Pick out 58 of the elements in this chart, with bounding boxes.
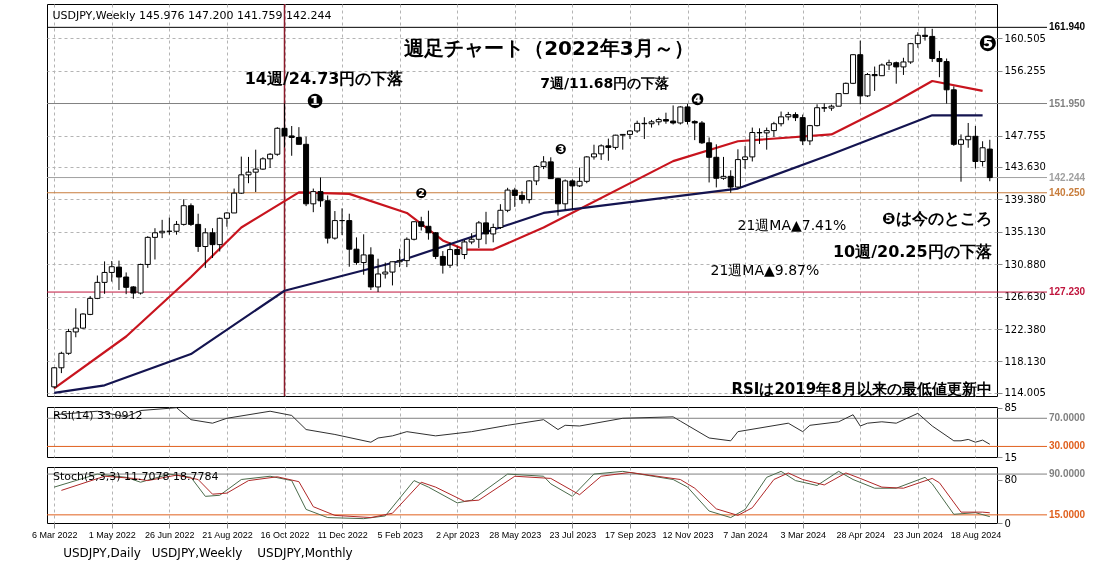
y-tick-label: 156.255: [1004, 65, 1046, 77]
x-tick-label: 26 Jun 2022: [145, 529, 195, 540]
annotation: ❸: [554, 141, 567, 157]
x-tick-label: 11 Dec 2022: [317, 529, 368, 540]
y-tick-label: 160.505: [1004, 32, 1046, 44]
x-tick-label: 23 Jul 2023: [549, 529, 597, 540]
y-tick-label: 126.630: [1004, 291, 1046, 303]
y-tick-label: 114.005: [1004, 387, 1046, 399]
line-series: [53, 407, 991, 445]
annotation: 21週MA▲7.41%: [737, 217, 847, 233]
x-tick-label: 7 Jan 2024: [723, 529, 768, 540]
x-tick-label: 16 Oct 2022: [260, 529, 310, 540]
y-tick-label: 80: [1004, 474, 1018, 485]
y-tick-label: 122.380: [1004, 323, 1046, 335]
x-tick-label: 21 Aug 2022: [202, 529, 253, 540]
annotation: ❺: [978, 31, 998, 56]
annotation: USDJPY,Weekly 145.976 147.200 141.759 142.244: [52, 9, 332, 22]
text: USDJPY,Weekly: [151, 546, 243, 560]
y-tick-label: 0: [1004, 517, 1011, 529]
ref-line-label: 30.0000: [1049, 440, 1086, 452]
annotation: RSI(14) 33.0912: [53, 409, 143, 422]
x-tick-label: 28 May 2023: [489, 529, 542, 540]
annotation: ❺は今のところ: [882, 209, 992, 228]
text: USDJPY,Daily: [63, 546, 141, 560]
y-tick-label: 143.630: [1004, 161, 1046, 173]
x-tick-label: 28 Apr 2024: [836, 529, 886, 540]
x-tick-label: 18 Aug 2024: [950, 529, 1002, 540]
text: 週足チャート（2022年3月～）: [403, 36, 694, 60]
y-tick-label: 139.380: [1004, 193, 1046, 205]
ref-line-label: 70.0000: [1049, 412, 1086, 424]
annotation: 7週/11.68円の下落: [540, 75, 671, 91]
annotation: 10週/20.25円の下落: [832, 242, 992, 261]
x-tick-label: 12 Nov 2023: [662, 529, 714, 540]
x-tick-label: 1 May 2022: [88, 529, 136, 540]
ref-line-label: 127.230: [1049, 286, 1086, 298]
x-tick-label: 2 Apr 2023: [435, 529, 480, 540]
x-tick-label: 23 Jun 2024: [893, 529, 944, 540]
ref-line-label: 151.950: [1049, 97, 1086, 109]
ref-line-label: 90.0000: [1049, 468, 1086, 480]
x-tick-label: 17 Sep 2023: [604, 529, 656, 540]
annotation: ❹: [690, 90, 705, 109]
y-tick-label: 15: [1004, 451, 1018, 463]
ref-line-label: 15.0000: [1049, 508, 1086, 520]
y-tick-label: 118.130: [1004, 355, 1046, 367]
y-tick-label: 85: [1004, 402, 1018, 414]
annotation: 21週MA▲9.87%: [710, 262, 820, 278]
text: USDJPY,Monthly: [257, 546, 353, 560]
x-tick-label: 3 Mar 2024: [780, 529, 826, 540]
x-tick-label: 6 Mar 2022: [31, 529, 78, 540]
ref-line-label: 140.250: [1049, 186, 1086, 198]
x-tick-label: 5 Feb 2023: [377, 529, 423, 540]
y-tick-label: 130.880: [1004, 258, 1046, 270]
ref-line-label: 142.244: [1049, 171, 1086, 183]
annotation: ❶: [306, 89, 324, 113]
ref-line-label: 161.940: [1049, 21, 1086, 33]
y-tick-label: 135.130: [1004, 226, 1046, 238]
y-tick-label: 147.755: [1004, 130, 1046, 142]
annotation: RSIは2019年8月以来の最低値更新中: [731, 380, 992, 398]
